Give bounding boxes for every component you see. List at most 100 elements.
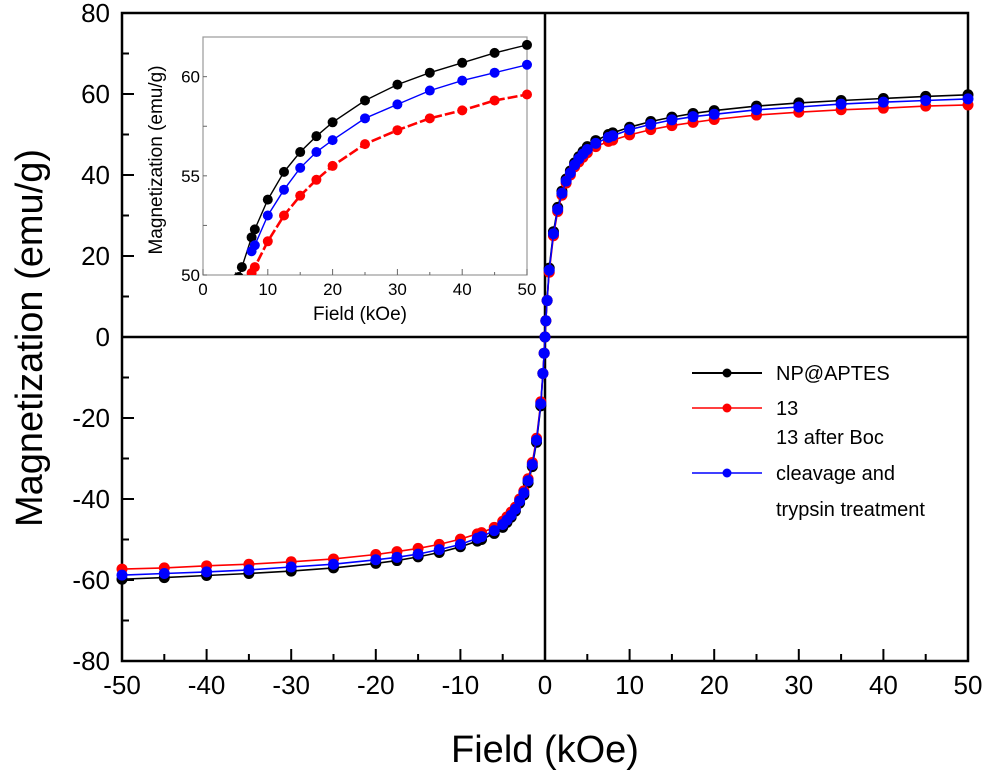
inset-data-point bbox=[392, 125, 403, 136]
inset-data-point bbox=[424, 85, 435, 96]
x-tick-label: -40 bbox=[188, 670, 226, 700]
inset-data-point bbox=[522, 59, 532, 70]
legend-marker bbox=[722, 403, 732, 413]
data-point bbox=[547, 228, 559, 240]
inset-series-group bbox=[234, 39, 532, 275]
inset-data-point bbox=[249, 224, 260, 235]
data-point bbox=[877, 96, 889, 108]
data-point bbox=[793, 101, 805, 113]
inset-data-point bbox=[360, 113, 370, 124]
y-tick-label: 60 bbox=[81, 79, 110, 109]
data-point bbox=[590, 137, 602, 149]
x-tick-label: 20 bbox=[700, 670, 729, 700]
data-point bbox=[370, 554, 382, 566]
legend-label: 13 after Boc bbox=[776, 427, 884, 449]
legend-marker bbox=[722, 468, 732, 478]
legend-label: NP@APTES bbox=[776, 363, 890, 385]
data-point bbox=[476, 531, 488, 543]
inset-y-tick-label: 50 bbox=[181, 266, 200, 285]
inset-data-point bbox=[327, 135, 338, 146]
x-tick-label: 0 bbox=[538, 670, 552, 700]
inset-data-point bbox=[262, 210, 273, 221]
data-point bbox=[285, 561, 297, 573]
y-tick-label: 40 bbox=[81, 160, 110, 190]
y-tick-label: 20 bbox=[81, 241, 110, 271]
inset-x-tick-label: 0 bbox=[198, 280, 207, 299]
legend-marker bbox=[722, 368, 732, 378]
data-point bbox=[539, 331, 551, 343]
data-point bbox=[645, 118, 657, 130]
data-point bbox=[540, 315, 552, 327]
y-tick-label: -60 bbox=[72, 565, 110, 595]
inset-data-point bbox=[489, 95, 500, 106]
data-point bbox=[920, 94, 932, 106]
data-point bbox=[538, 347, 550, 359]
data-point bbox=[560, 175, 572, 187]
data-point bbox=[535, 398, 547, 410]
inset-data-point bbox=[424, 67, 435, 78]
inset-data-point bbox=[249, 240, 260, 251]
data-point bbox=[158, 568, 170, 580]
inset-data-point bbox=[311, 147, 322, 158]
inset-data-point bbox=[295, 190, 306, 201]
inset-data-point bbox=[279, 166, 289, 177]
data-point bbox=[116, 569, 128, 581]
data-point bbox=[518, 487, 530, 499]
y-tick-label: -80 bbox=[72, 646, 110, 676]
y-tick-label: 0 bbox=[96, 322, 110, 352]
legend-label: 13 bbox=[776, 398, 798, 420]
x-tick-label: -10 bbox=[442, 670, 480, 700]
inset-y-tick-label: 60 bbox=[181, 68, 200, 87]
inset-x-tick-label: 10 bbox=[258, 280, 277, 299]
data-point bbox=[962, 93, 974, 105]
data-point bbox=[328, 558, 339, 570]
x-tick-label: 50 bbox=[954, 670, 983, 700]
inset-data-point bbox=[311, 174, 322, 185]
data-point bbox=[687, 111, 699, 123]
data-point bbox=[433, 544, 445, 556]
inset-data-point bbox=[327, 160, 338, 171]
inset-data-point bbox=[246, 232, 257, 243]
data-point bbox=[552, 203, 564, 215]
x-tick-label: 10 bbox=[615, 670, 644, 700]
data-point bbox=[666, 114, 678, 126]
inset-x-tick-label: 50 bbox=[518, 280, 537, 299]
data-point bbox=[454, 538, 466, 550]
inset-data-point bbox=[360, 95, 370, 106]
inset-data-point bbox=[424, 113, 435, 124]
inset-x-tick-label: 20 bbox=[323, 280, 342, 299]
data-point bbox=[514, 495, 526, 507]
inset-data-point bbox=[489, 47, 500, 58]
inset-data-point bbox=[262, 194, 273, 205]
data-point bbox=[564, 167, 576, 179]
inset-data-point bbox=[457, 57, 468, 68]
inset-data-point bbox=[457, 75, 468, 86]
legend-label: trypsin treatment bbox=[776, 499, 925, 521]
inset-data-point bbox=[489, 67, 500, 78]
inset-x-tick-label: 30 bbox=[388, 280, 407, 299]
data-point bbox=[537, 367, 549, 379]
y-axis-label: Magnetization (emu/g) bbox=[9, 149, 51, 527]
data-point bbox=[509, 503, 521, 515]
data-point bbox=[201, 566, 213, 578]
inset-data-point bbox=[279, 210, 289, 221]
x-tick-label: -30 bbox=[272, 670, 310, 700]
main-plot: -50 -40 -30 -20 -10 0 10 20 30 40 50 -80 -60 -40 -20 0 2… bbox=[72, 0, 982, 700]
inset-data-point bbox=[295, 147, 306, 158]
inset-data-point bbox=[311, 131, 322, 142]
inset-y-tick-label: 55 bbox=[181, 167, 200, 186]
data-point bbox=[543, 264, 555, 276]
x-tick-label: -20 bbox=[357, 670, 395, 700]
data-point bbox=[624, 124, 636, 136]
inset-data-point bbox=[236, 262, 247, 273]
inset-x-tick-label: 40 bbox=[453, 280, 472, 299]
inset-data-point bbox=[360, 139, 370, 150]
data-point bbox=[835, 98, 847, 110]
data-point bbox=[526, 459, 538, 471]
data-point bbox=[488, 525, 500, 537]
inset-data-point bbox=[234, 271, 244, 275]
inset-data-point bbox=[457, 105, 468, 116]
inset-y-axis-label: Magnetization (emu/g) bbox=[146, 65, 167, 254]
inset-x-axis-label: Field (kOe) bbox=[313, 304, 407, 325]
